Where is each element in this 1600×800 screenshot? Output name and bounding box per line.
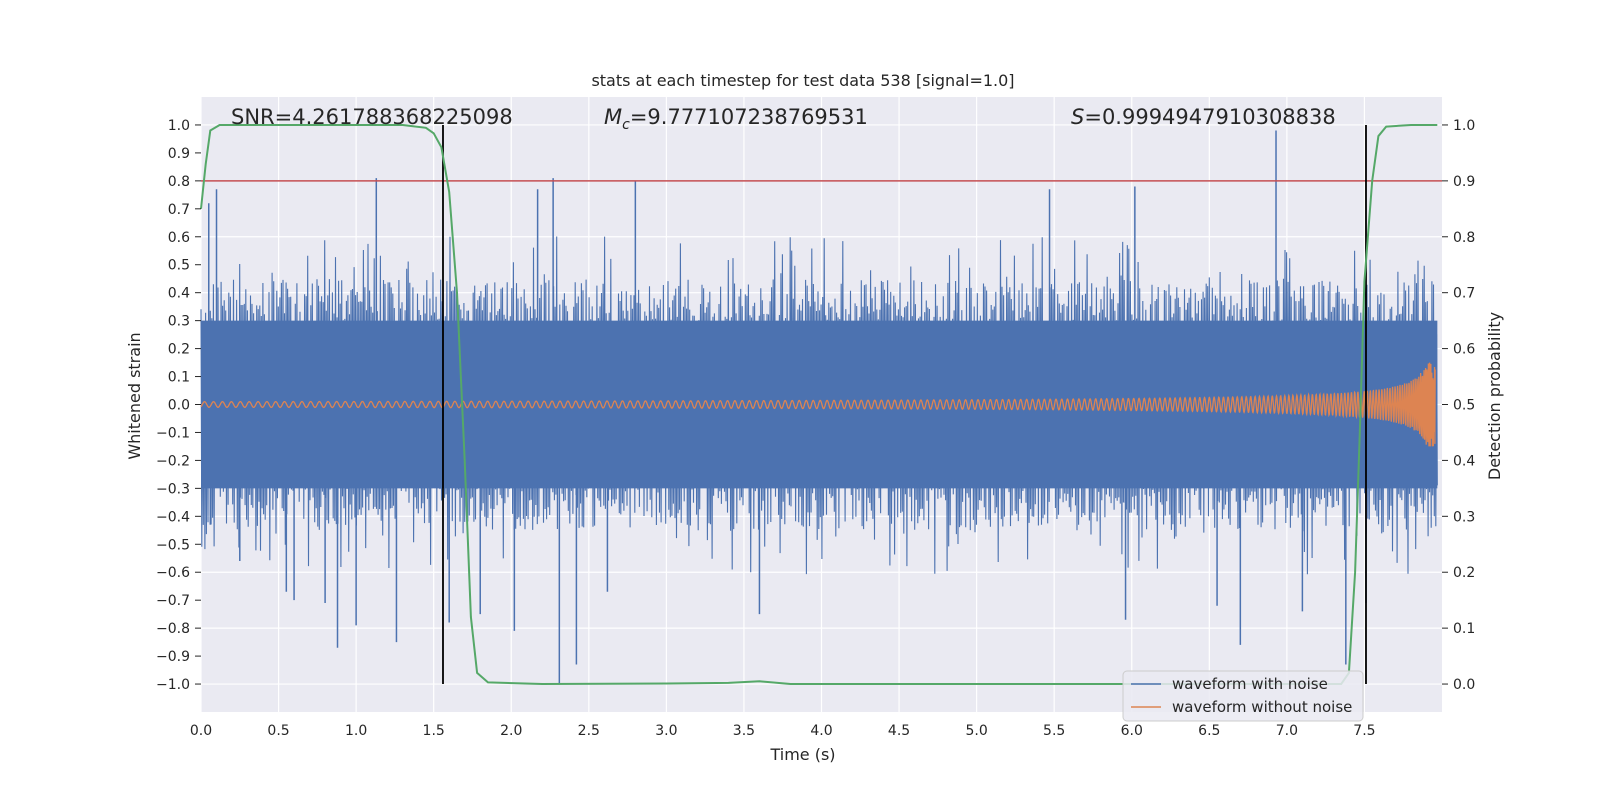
snr-annotation: SNR=4.261788368225098 xyxy=(231,105,513,129)
x-tick-label: 3.5 xyxy=(733,723,755,739)
y-tick-label: 0.8 xyxy=(168,174,190,190)
legend-box xyxy=(1122,670,1364,722)
y2-tick-label: 0.2 xyxy=(1453,565,1475,581)
y-axis-ticks: 1.0 0.9 0.8 0.7 0.6 0.5 0.4 0.3 0.2 0.1 0.0 −0.1 −0.… xyxy=(156,118,201,693)
clean-waveform-line xyxy=(200,362,1436,447)
y-tick-label: −0.9 xyxy=(156,649,190,665)
y2-axis-ticks: 1.0 0.9 0.8 0.7 0.6 0.5 0.4 0.3 0.2 0.1 0.0 xyxy=(1442,118,1475,693)
x-tick-label: 1.5 xyxy=(423,723,445,739)
chirp-mass-annotation: Mc=9.777107238769531 xyxy=(604,105,868,133)
x-tick-label: 7.0 xyxy=(1276,723,1298,739)
x-tick-label: 6.5 xyxy=(1198,723,1220,739)
y2-axis-label: Detection probability xyxy=(1485,312,1504,480)
chirp-mass-symbol: M xyxy=(604,105,622,129)
y2-tick-label: 0.3 xyxy=(1453,509,1475,525)
legend-clean-label: waveform without noise xyxy=(1172,698,1352,716)
x-tick-label: 0.5 xyxy=(267,723,289,739)
y2-tick-label: 0.1 xyxy=(1453,621,1475,637)
x-tick-label: 1.0 xyxy=(345,723,367,739)
x-tick-label: 7.5 xyxy=(1353,723,1375,739)
x-tick-label: 3.0 xyxy=(655,723,677,739)
y-tick-label: 0.9 xyxy=(168,146,190,162)
significance-value: =0.9994947910308838 xyxy=(1084,105,1335,129)
y-tick-label: −0.7 xyxy=(156,593,190,609)
y2-tick-label: 0.7 xyxy=(1453,286,1475,302)
y-tick-label: −0.5 xyxy=(156,537,190,553)
waveform-without-noise-series xyxy=(200,362,1436,447)
y2-tick-label: 0.8 xyxy=(1453,230,1475,246)
chirp-mass-value: =9.777107238769531 xyxy=(630,105,868,129)
y-tick-label: −0.2 xyxy=(156,453,190,469)
y2-tick-label: 0.9 xyxy=(1453,174,1475,190)
x-tick-label: 2.5 xyxy=(578,723,600,739)
y2-tick-label: 0.4 xyxy=(1453,453,1475,469)
x-tick-label: 2.0 xyxy=(500,723,522,739)
y-tick-label: −1.0 xyxy=(156,677,190,693)
y-tick-label: −0.6 xyxy=(156,565,190,581)
x-axis-ticks: 0.0 0.5 1.0 1.5 2.0 2.5 3.0 3.5 4.0 4.5 5.0 5.5 6.0 6… xyxy=(190,723,1376,739)
x-tick-label: 5.0 xyxy=(965,723,987,739)
y-tick-label: 0.6 xyxy=(168,230,190,246)
legend: waveform with noise waveform without noi… xyxy=(1122,670,1364,722)
significance-annotation: S=0.9994947910308838 xyxy=(1071,105,1336,129)
chart-title: stats at each timestep for test data 538… xyxy=(591,71,1014,90)
y2-tick-label: 0.0 xyxy=(1453,677,1475,693)
y-axis-label: Whitened strain xyxy=(125,332,144,459)
y-tick-label: −0.1 xyxy=(156,425,190,441)
x-tick-label: 0.0 xyxy=(190,723,212,739)
y-tick-label: −0.3 xyxy=(156,481,190,497)
y2-tick-label: 1.0 xyxy=(1453,118,1475,134)
y-tick-label: 0.1 xyxy=(168,370,190,386)
chirp-mass-subscript: c xyxy=(622,117,630,133)
y-tick-label: 0.5 xyxy=(168,258,190,274)
y-tick-label: 0.2 xyxy=(168,342,190,358)
detection-probability-series xyxy=(200,124,1442,686)
x-axis-label: Time (s) xyxy=(769,745,835,764)
legend-noise-label: waveform with noise xyxy=(1172,675,1328,693)
detection-probability-line xyxy=(200,124,1438,686)
x-tick-label: 4.0 xyxy=(810,723,832,739)
significance-symbol: S xyxy=(1071,105,1084,129)
y-tick-label: −0.4 xyxy=(156,509,190,525)
y-tick-label: 0.7 xyxy=(168,202,190,218)
y2-tick-label: 0.6 xyxy=(1453,342,1475,358)
x-tick-label: 6.0 xyxy=(1121,723,1143,739)
y-tick-label: 1.0 xyxy=(168,118,190,134)
x-tick-label: 4.5 xyxy=(888,723,910,739)
x-tick-label: 5.5 xyxy=(1043,723,1065,739)
y2-tick-label: 0.5 xyxy=(1453,398,1475,414)
y-tick-label: 0.0 xyxy=(168,398,190,414)
y-tick-label: 0.3 xyxy=(168,314,190,330)
y-tick-label: −0.8 xyxy=(156,621,190,637)
y-tick-label: 0.4 xyxy=(168,286,190,302)
